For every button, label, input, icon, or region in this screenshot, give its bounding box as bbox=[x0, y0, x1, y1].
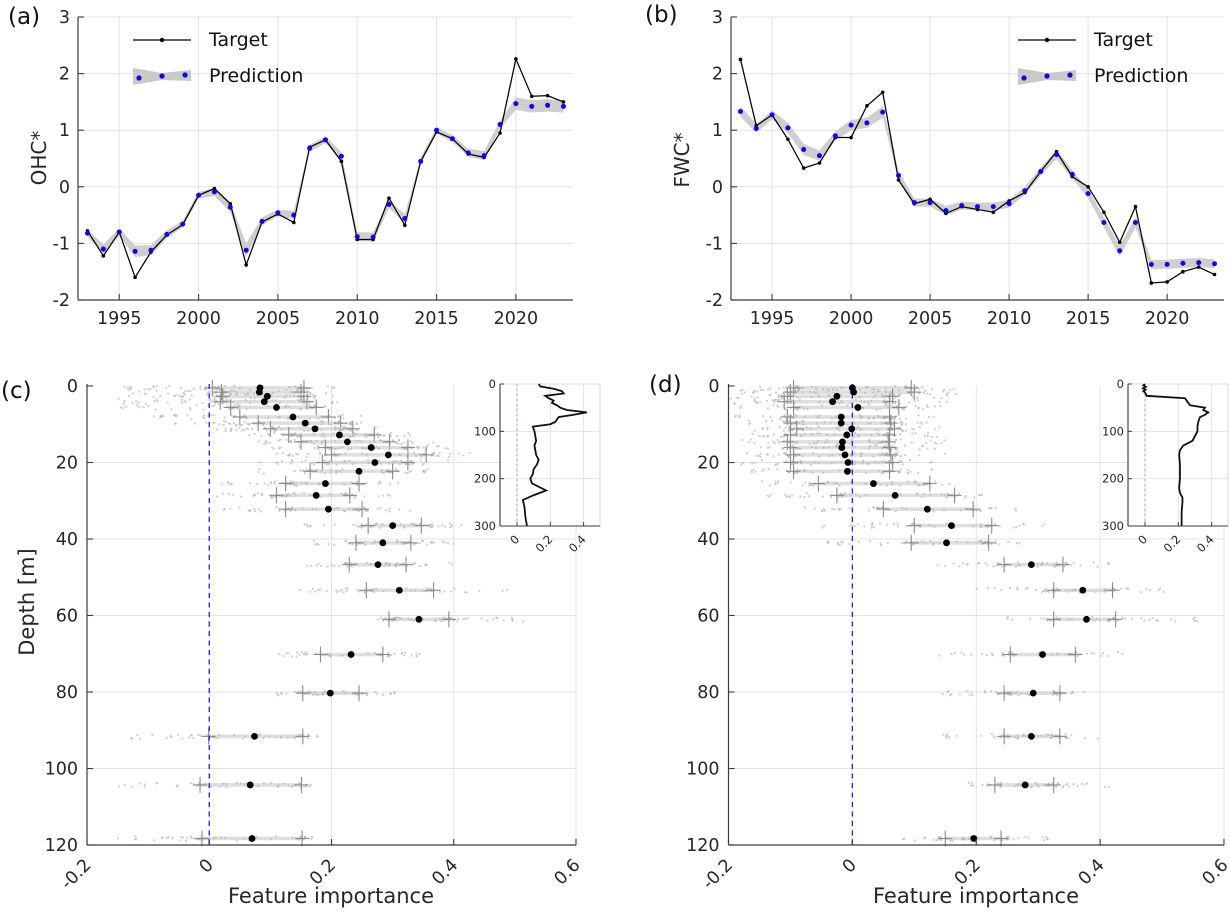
panel-d-xlabel: Feature importance bbox=[872, 884, 1079, 908]
svg-text:100: 100 bbox=[45, 760, 78, 780]
svg-text:100: 100 bbox=[686, 760, 719, 780]
panel-c-xlabel: Feature importance bbox=[227, 884, 434, 908]
svg-text:60: 60 bbox=[56, 607, 78, 627]
panel-b-plot: 1995 2000 2005 2010 2015 2020 -2 -1 0 1 2 3 bbox=[706, 8, 1224, 329]
svg-text:0.2: 0.2 bbox=[1161, 532, 1184, 555]
svg-text:0: 0 bbox=[712, 178, 723, 198]
svg-text:0.6: 0.6 bbox=[551, 855, 585, 889]
svg-text:1995: 1995 bbox=[750, 309, 795, 329]
svg-text:-0.2: -0.2 bbox=[57, 855, 95, 893]
svg-text:300: 300 bbox=[474, 519, 496, 533]
panel-b-ylabel: FWC* bbox=[670, 132, 694, 188]
svg-text:40: 40 bbox=[697, 530, 719, 550]
svg-text:-0.2: -0.2 bbox=[699, 855, 737, 893]
svg-text:-2: -2 bbox=[706, 291, 723, 311]
legend-item-target: Target bbox=[133, 22, 303, 58]
svg-text:-2: -2 bbox=[53, 291, 70, 311]
svg-text:80: 80 bbox=[697, 683, 719, 703]
panel-b-legend: Target Prediction bbox=[1018, 22, 1188, 94]
svg-text:0.4: 0.4 bbox=[1194, 532, 1217, 555]
svg-text:2000: 2000 bbox=[829, 309, 874, 329]
svg-text:0: 0 bbox=[708, 377, 719, 397]
svg-text:2000: 2000 bbox=[176, 309, 221, 329]
legend-item-prediction: Prediction bbox=[1018, 58, 1188, 94]
svg-text:0.6: 0.6 bbox=[1199, 855, 1230, 889]
svg-text:200: 200 bbox=[1102, 472, 1124, 486]
svg-text:300: 300 bbox=[1102, 519, 1124, 533]
panel-d-plot: -0.2 0 0.2 0.4 0.6 0 20 40 60 80 100 120 0 100 200 300 0… bbox=[686, 377, 1230, 894]
panel-a-ylabel: OHC* bbox=[27, 130, 51, 186]
svg-text:100: 100 bbox=[1102, 424, 1124, 438]
legend-prediction-label: Prediction bbox=[209, 65, 304, 87]
svg-text:0.2: 0.2 bbox=[533, 532, 556, 555]
svg-text:2: 2 bbox=[59, 65, 70, 85]
legend-target-label: Target bbox=[209, 29, 268, 51]
svg-text:0: 0 bbox=[489, 377, 496, 391]
prediction-band-swatch-icon bbox=[133, 68, 191, 85]
svg-text:2: 2 bbox=[712, 65, 723, 85]
panel-a-plot: 1995 2000 2005 2010 2015 2020 -2 -1 0 1 2 3 bbox=[53, 8, 573, 329]
svg-text:80: 80 bbox=[56, 683, 78, 703]
svg-text:0: 0 bbox=[1117, 377, 1124, 391]
svg-text:-1: -1 bbox=[53, 234, 70, 254]
panel-b: 1995 2000 2005 2010 2015 2020 -2 -1 0 1 2 3 (b) FWC… bbox=[615, 0, 1230, 360]
svg-text:1: 1 bbox=[712, 121, 723, 141]
svg-text:20: 20 bbox=[697, 454, 719, 474]
svg-text:20: 20 bbox=[56, 454, 78, 474]
svg-text:0: 0 bbox=[839, 855, 861, 877]
svg-text:0: 0 bbox=[67, 377, 78, 397]
svg-text:0: 0 bbox=[196, 855, 218, 877]
svg-text:3: 3 bbox=[712, 8, 723, 28]
panel-a-label: (a) bbox=[8, 4, 41, 30]
svg-text:120: 120 bbox=[686, 836, 719, 856]
svg-text:1: 1 bbox=[59, 121, 70, 141]
svg-text:2010: 2010 bbox=[987, 309, 1032, 329]
svg-text:2005: 2005 bbox=[908, 309, 953, 329]
svg-text:0.4: 0.4 bbox=[566, 532, 589, 555]
legend-item-target: Target bbox=[1018, 22, 1188, 58]
svg-text:2005: 2005 bbox=[256, 309, 301, 329]
panel-c-label: (c) bbox=[1, 378, 32, 404]
svg-text:1995: 1995 bbox=[97, 309, 142, 329]
svg-text:2015: 2015 bbox=[414, 309, 459, 329]
panel-d: -0.2 0 0.2 0.4 0.6 0 20 40 60 80 100 120 0 100 200 300 0… bbox=[615, 360, 1230, 924]
legend-target-label: Target bbox=[1094, 29, 1153, 51]
svg-text:2020: 2020 bbox=[494, 309, 539, 329]
svg-text:2020: 2020 bbox=[1145, 309, 1190, 329]
panel-d-label: (d) bbox=[649, 372, 682, 398]
target-line-swatch-icon bbox=[133, 37, 191, 43]
panel-a: 1995 2000 2005 2010 2015 2020 -2 -1 0 1 2 3 (a) OHC… bbox=[0, 0, 615, 360]
panel-a-legend: Target Prediction bbox=[133, 22, 303, 94]
panel-c: -0.2 0 0.2 0.4 0.6 0 20 40 60 80 100 120 0 100 200 300 0… bbox=[0, 360, 615, 924]
prediction-band-swatch-icon bbox=[1018, 68, 1076, 85]
legend-prediction-label: Prediction bbox=[1094, 65, 1189, 87]
panel-b-label: (b) bbox=[645, 2, 678, 28]
svg-text:60: 60 bbox=[697, 607, 719, 627]
svg-text:2015: 2015 bbox=[1066, 309, 1111, 329]
svg-text:200: 200 bbox=[474, 472, 496, 486]
svg-text:2010: 2010 bbox=[335, 309, 380, 329]
svg-text:0: 0 bbox=[507, 532, 522, 547]
svg-text:0: 0 bbox=[59, 178, 70, 198]
svg-text:40: 40 bbox=[56, 530, 78, 550]
svg-text:100: 100 bbox=[474, 424, 496, 438]
legend-item-prediction: Prediction bbox=[133, 58, 303, 94]
panel-c-plot: -0.2 0 0.2 0.4 0.6 0 20 40 60 80 100 120 0 100 200 300 0… bbox=[45, 377, 601, 894]
svg-text:0: 0 bbox=[1135, 532, 1150, 547]
panel-c-ylabel: Depth [m] bbox=[15, 548, 39, 656]
svg-text:120: 120 bbox=[45, 836, 78, 856]
svg-text:3: 3 bbox=[59, 8, 70, 28]
svg-text:-1: -1 bbox=[706, 234, 723, 254]
target-line-swatch-icon bbox=[1018, 37, 1076, 43]
